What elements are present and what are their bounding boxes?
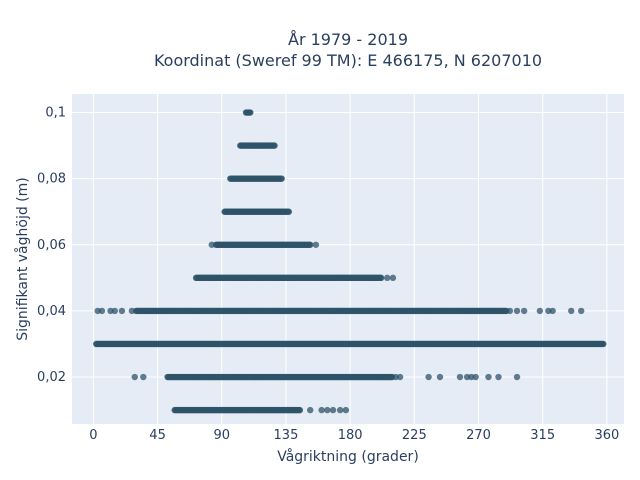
data-point (389, 274, 397, 282)
x-tick-label: 225 (402, 428, 427, 443)
data-point (296, 406, 304, 414)
data-point (495, 373, 502, 381)
data-point (128, 307, 136, 315)
data-points (93, 109, 607, 414)
x-tick-label: 360 (594, 428, 619, 443)
data-point (98, 307, 106, 315)
data-point (285, 208, 293, 215)
data-point (513, 307, 521, 315)
y-tick-label: 0,02 (37, 370, 66, 385)
data-point (324, 406, 331, 414)
data-point (271, 142, 278, 149)
y-tick-label: 0,08 (37, 172, 66, 187)
x-tick-label: 270 (466, 428, 491, 443)
x-tick-label: 90 (213, 428, 230, 443)
data-point (318, 406, 325, 414)
data-point (342, 406, 350, 414)
data-point (111, 307, 118, 315)
data-point (396, 373, 404, 381)
data-point (329, 406, 337, 414)
y-axis-title: Signifikant våghöjd (m) (14, 177, 31, 340)
chart-title-line-1: År 1979 - 2019 (288, 30, 408, 49)
y-tick-label: 0,1 (45, 106, 66, 121)
y-tick-labels: 0,02 0,04 0,06 0,08 0,1 (37, 106, 66, 386)
x-axis-title: Vågriktning (grader) (277, 448, 419, 465)
data-point (436, 373, 444, 381)
data-point (377, 274, 385, 282)
data-point (278, 175, 285, 182)
y-tick-label: 0,06 (37, 238, 66, 253)
data-point (208, 241, 215, 248)
data-point (472, 373, 479, 381)
x-tick-label: 45 (149, 428, 166, 443)
x-tick-label: 180 (338, 428, 363, 443)
data-point (336, 406, 344, 414)
data-point (307, 406, 314, 414)
data-point (247, 109, 254, 116)
data-point (506, 307, 514, 315)
data-point (384, 274, 391, 282)
data-point (312, 241, 320, 248)
data-point (131, 373, 138, 381)
data-point (140, 373, 147, 381)
data-point (456, 373, 464, 381)
data-point (513, 373, 521, 381)
data-point (568, 307, 575, 315)
data-point (549, 307, 556, 315)
data-point (536, 307, 544, 315)
data-point (520, 307, 528, 315)
data-point (578, 307, 585, 315)
x-tick-label: 135 (274, 428, 299, 443)
x-tick-labels: 0 45 90 135 180 225 270 315 360 (89, 428, 619, 443)
data-point (485, 373, 492, 381)
x-tick-label: 315 (530, 428, 555, 443)
data-point (600, 340, 607, 348)
chart-title-line-2: Koordinat (Sweref 99 TM): E 466175, N 62… (154, 51, 542, 70)
y-tick-label: 0,04 (37, 304, 66, 319)
data-point (118, 307, 126, 315)
data-point (307, 241, 314, 248)
data-point (425, 373, 432, 381)
plot-background (72, 94, 624, 424)
x-tick-label: 0 (89, 428, 97, 443)
